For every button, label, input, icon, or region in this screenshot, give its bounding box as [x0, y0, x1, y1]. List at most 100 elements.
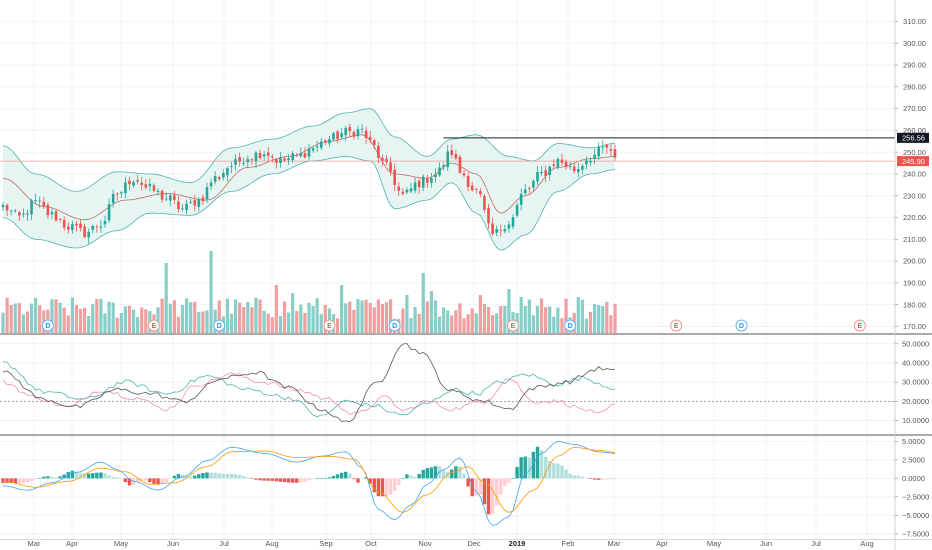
candle-body[interactable] [344, 128, 347, 135]
candle-body[interactable] [71, 224, 74, 230]
candle-body[interactable] [459, 157, 462, 173]
candle-body[interactable] [177, 202, 180, 210]
candle-body[interactable] [287, 158, 290, 160]
candle-body[interactable] [544, 170, 547, 176]
candle-body[interactable] [202, 197, 205, 201]
candle-body[interactable] [553, 164, 556, 165]
earnings-marker[interactable]: E [854, 320, 865, 331]
candle-body[interactable] [585, 160, 588, 164]
dividend-marker[interactable]: D [736, 320, 747, 331]
candle-body[interactable] [593, 155, 596, 159]
candle-body[interactable] [128, 180, 131, 184]
candle-body[interactable] [30, 200, 33, 214]
candle-body[interactable] [373, 140, 376, 145]
candle-body[interactable] [528, 188, 531, 189]
candle-body[interactable] [495, 229, 498, 233]
earnings-marker[interactable]: E [508, 320, 519, 331]
candle-body[interactable] [597, 147, 600, 156]
candle-body[interactable] [389, 162, 392, 171]
candle-body[interactable] [55, 211, 58, 220]
candle-body[interactable] [226, 168, 229, 175]
candle-body[interactable] [255, 153, 258, 162]
candle-body[interactable] [91, 226, 94, 230]
candle-body[interactable] [467, 176, 470, 187]
candle-body[interactable] [259, 153, 262, 158]
candle-body[interactable] [491, 224, 494, 234]
candle-body[interactable] [14, 211, 17, 212]
candle-body[interactable] [471, 186, 474, 191]
earnings-marker[interactable]: E [148, 320, 159, 331]
candle-body[interactable] [275, 159, 278, 162]
candle-body[interactable] [10, 211, 13, 212]
candle-body[interactable] [169, 195, 172, 200]
candle-body[interactable] [38, 201, 41, 202]
candle-body[interactable] [451, 150, 454, 155]
resistance-price-tag[interactable]: 256.56 [897, 133, 929, 143]
dividend-marker[interactable]: D [565, 320, 576, 331]
candle-body[interactable] [210, 183, 213, 187]
candle-body[interactable] [512, 217, 515, 227]
dividend-marker[interactable]: D [214, 320, 225, 331]
candle-body[interactable] [218, 177, 221, 179]
earnings-marker[interactable]: E [324, 320, 335, 331]
candle-body[interactable] [22, 213, 25, 214]
candle-body[interactable] [83, 226, 86, 237]
candle-body[interactable] [43, 202, 46, 207]
last-price-tag[interactable]: 245.90 [897, 156, 929, 166]
candle-body[interactable] [304, 153, 307, 157]
candle-body[interactable] [279, 158, 282, 163]
candle-body[interactable] [189, 202, 192, 203]
candle-body[interactable] [385, 159, 388, 162]
candle-body[interactable] [381, 158, 384, 161]
candle-body[interactable] [2, 205, 5, 207]
candle-body[interactable] [540, 172, 543, 173]
candle-body[interactable] [222, 173, 225, 177]
candle-body[interactable] [238, 157, 241, 162]
candle-body[interactable] [601, 147, 604, 148]
candle-body[interactable] [193, 200, 196, 205]
candle-body[interactable] [96, 226, 99, 227]
candle-body[interactable] [324, 140, 327, 142]
candle-body[interactable] [397, 187, 400, 191]
candle-body[interactable] [59, 219, 62, 220]
candle-body[interactable] [430, 178, 433, 183]
candle-body[interactable] [251, 159, 254, 160]
candle-body[interactable] [247, 159, 250, 162]
candle-body[interactable] [479, 191, 482, 194]
candle-body[interactable] [161, 191, 164, 200]
candle-body[interactable] [230, 166, 233, 167]
candle-body[interactable] [149, 184, 152, 186]
candle-body[interactable] [120, 192, 123, 193]
candle-body[interactable] [414, 182, 417, 190]
dividend-marker[interactable]: D [389, 320, 400, 331]
candle-body[interactable] [455, 154, 458, 159]
candle-body[interactable] [353, 132, 356, 137]
candle-body[interactable] [173, 195, 176, 199]
candle-body[interactable] [577, 169, 580, 172]
candle-body[interactable] [47, 205, 50, 215]
candle-body[interactable] [100, 226, 103, 227]
candle-body[interactable] [410, 188, 413, 191]
candle-body[interactable] [295, 155, 298, 156]
candle-body[interactable] [536, 172, 539, 181]
candle-body[interactable] [442, 165, 445, 167]
candle-body[interactable] [312, 148, 315, 150]
candle-body[interactable] [406, 190, 409, 192]
candle-body[interactable] [67, 227, 70, 230]
candle-body[interactable] [283, 159, 286, 161]
candle-body[interactable] [499, 230, 502, 231]
candle-body[interactable] [75, 224, 78, 226]
candle-body[interactable] [316, 146, 319, 147]
candle-body[interactable] [402, 192, 405, 194]
candle-body[interactable] [606, 145, 609, 148]
candle-body[interactable] [446, 151, 449, 167]
candle-body[interactable] [198, 199, 201, 207]
candle-body[interactable] [153, 185, 156, 191]
dividend-marker[interactable]: D [42, 320, 53, 331]
candle-body[interactable] [520, 194, 523, 205]
candle-body[interactable] [463, 173, 466, 175]
candle-body[interactable] [320, 142, 323, 148]
candle-body[interactable] [365, 131, 368, 138]
candle-body[interactable] [377, 146, 380, 158]
